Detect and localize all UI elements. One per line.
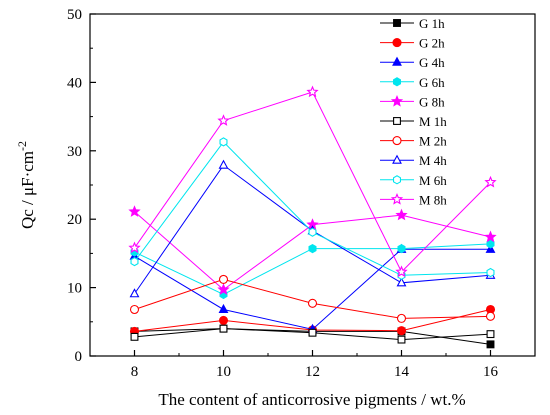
series-g-4h <box>129 243 496 333</box>
legend-marker <box>390 94 404 107</box>
legend-item: M 8h <box>380 192 447 207</box>
legend-item: G 1h <box>380 16 445 31</box>
legend-label: M 8h <box>419 192 447 207</box>
legend-marker <box>392 38 402 48</box>
y-axis-label-sup: -2 <box>15 141 29 151</box>
legend-item: M 4h <box>380 153 447 168</box>
data-point <box>486 340 495 349</box>
series-m-6h <box>130 137 495 280</box>
data-point <box>396 313 407 323</box>
data-point <box>308 243 317 254</box>
data-point <box>484 175 497 188</box>
data-point <box>306 85 319 98</box>
data-point <box>128 241 141 254</box>
data-point <box>129 288 140 298</box>
y-axis-label: Qc / μF·cm-2 <box>15 141 37 229</box>
data-point <box>485 311 496 321</box>
y-tick-label: 0 <box>75 349 83 365</box>
legend-label: G 2h <box>419 36 445 51</box>
data-point <box>486 330 495 339</box>
legend-label: G 1h <box>419 16 445 31</box>
legend-label: M 4h <box>419 153 447 168</box>
legend-marker <box>393 117 401 125</box>
data-point <box>130 332 139 341</box>
legend-marker <box>393 19 401 27</box>
data-point <box>219 324 228 333</box>
data-point <box>129 304 140 315</box>
legend-item: M 2h <box>380 134 447 149</box>
legend-marker <box>392 77 402 87</box>
y-tick-label: 20 <box>67 212 82 228</box>
legend: G 1h G 2h G 4h G 6h G 8h M 1h M 2h M 4h M 6h M 8h <box>380 16 447 207</box>
y-tick-label: 10 <box>67 281 82 297</box>
x-tick-label: 16 <box>483 364 499 380</box>
legend-item: G 8h <box>380 94 445 109</box>
legend-label: M 2h <box>419 134 447 149</box>
series-g-8h <box>128 205 497 295</box>
data-point <box>395 208 408 221</box>
legend-item: M 1h <box>380 114 447 129</box>
series-layer <box>128 85 497 349</box>
y-tick-label: 30 <box>67 144 82 160</box>
y-axis-ticks: 0 10 20 30 40 50 <box>67 7 96 365</box>
legend-label: M 6h <box>419 173 447 188</box>
data-point <box>308 328 317 337</box>
x-tick-label: 10 <box>216 364 231 380</box>
data-point <box>396 326 407 336</box>
legend-marker <box>392 175 402 185</box>
x-tick-label: 8 <box>131 364 139 380</box>
x-axis-label: The content of anticorrosive pigments / … <box>158 390 465 409</box>
data-point <box>217 283 230 295</box>
legend-marker <box>392 136 402 146</box>
series-g-6h <box>130 239 495 300</box>
series-m-2h <box>129 274 496 323</box>
legend-label: G 4h <box>419 55 445 70</box>
data-point <box>218 274 229 284</box>
x-axis-ticks: 8 10 12 14 16 <box>89 350 536 380</box>
data-point <box>308 227 317 237</box>
legend-label: G 8h <box>419 94 445 109</box>
data-point <box>218 159 229 169</box>
data-point <box>307 298 318 308</box>
series-m-1h <box>130 324 495 344</box>
data-point <box>396 277 407 287</box>
legend-label: M 1h <box>419 114 447 129</box>
legend-item: G 2h <box>380 36 445 51</box>
legend-marker <box>390 192 404 205</box>
data-point <box>484 230 497 243</box>
legend-marker <box>392 56 402 66</box>
series-m-8h <box>128 85 497 278</box>
data-point <box>397 243 406 254</box>
data-point <box>218 303 229 314</box>
data-point <box>217 114 230 126</box>
data-point <box>218 315 229 325</box>
data-point <box>130 256 139 267</box>
data-point <box>485 243 496 253</box>
data-point <box>128 205 141 217</box>
x-tick-label: 12 <box>305 364 320 380</box>
legend-label: G 6h <box>419 75 445 90</box>
data-point <box>397 335 406 344</box>
data-point <box>219 137 228 147</box>
legend-item: G 4h <box>380 55 445 70</box>
y-axis-label-main: Qc / μF·cm <box>18 151 37 229</box>
legend-marker <box>392 154 402 164</box>
legend-item: M 6h <box>380 173 447 188</box>
legend-item: G 6h <box>380 75 445 90</box>
y-tick-label: 40 <box>67 75 82 91</box>
y-tick-label: 50 <box>67 7 82 23</box>
x-tick-label: 14 <box>394 364 410 380</box>
data-point <box>486 267 495 278</box>
data-point <box>395 265 408 278</box>
